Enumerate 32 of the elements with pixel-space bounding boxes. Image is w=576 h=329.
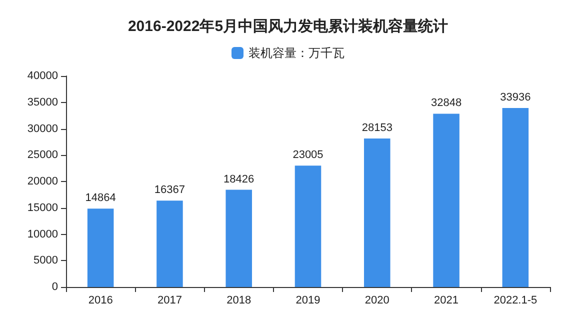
legend-label: 装机容量：万千瓦: [248, 46, 344, 60]
y-tick-label: 40000: [27, 70, 58, 82]
bar: [87, 208, 114, 287]
x-tick-label: 2022.1-5: [494, 294, 538, 306]
bar: [433, 114, 460, 287]
y-tick-label: 30000: [27, 122, 58, 135]
data-label: 18426: [224, 173, 254, 186]
chart-title: 2016-2022年5月中国风力发电累计装机容量统计: [128, 17, 448, 35]
x-tick-label: 2021: [434, 294, 459, 306]
data-label: 16367: [154, 184, 186, 196]
y-tick-label: 10000: [27, 228, 58, 240]
bar: [294, 166, 322, 287]
y-tick-label: 0: [52, 281, 58, 293]
data-label: 33936: [500, 91, 531, 104]
data-label: 32848: [430, 97, 462, 110]
bar: [502, 108, 529, 287]
y-tick-label: 35000: [27, 96, 58, 108]
bar: [364, 138, 390, 287]
x-tick-label: 2016: [88, 294, 113, 306]
data-label: 23005: [292, 149, 324, 162]
x-tick-label: 2017: [157, 294, 182, 306]
y-tick-label: 20000: [27, 176, 58, 188]
x-tick-label: 2019: [296, 294, 320, 306]
x-tick-label: 2018: [226, 294, 252, 306]
y-tick-label: 25000: [27, 149, 58, 162]
bar: [226, 190, 252, 287]
y-tick-label: 15000: [27, 202, 58, 214]
data-label: 28153: [362, 122, 392, 134]
x-tick-label: 2020: [364, 294, 390, 306]
bar: [156, 200, 183, 287]
data-label: 14864: [85, 192, 116, 204]
y-tick-label: 5000: [34, 254, 58, 267]
